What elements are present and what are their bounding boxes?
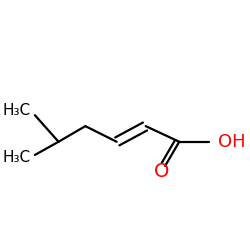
Text: H₃C: H₃C xyxy=(2,103,30,118)
Text: O: O xyxy=(154,162,169,181)
Text: H₃C: H₃C xyxy=(2,150,30,165)
Text: OH: OH xyxy=(218,133,246,151)
